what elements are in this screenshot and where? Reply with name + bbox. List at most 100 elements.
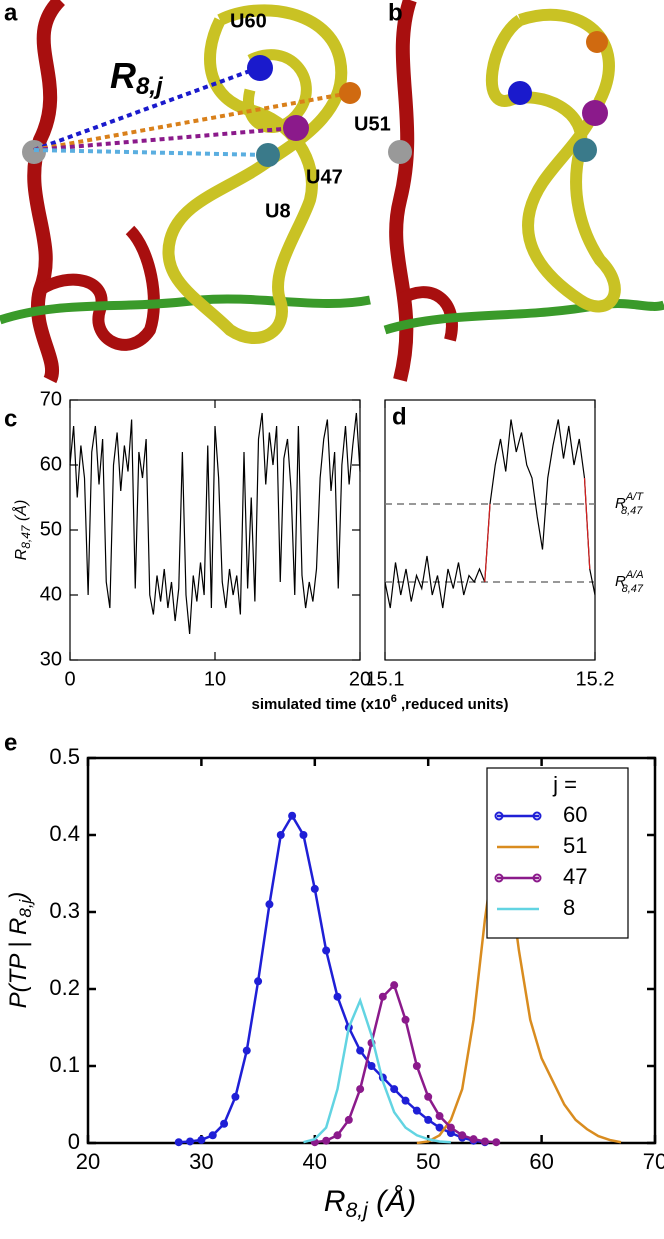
series-marker [333, 992, 342, 1001]
series-marker [174, 1138, 183, 1147]
series-marker [492, 1138, 501, 1147]
y-tick-label: 0.2 [49, 975, 80, 1000]
x-axis-label-part: 6 [391, 693, 397, 705]
x-axis-label-part: (Å) [368, 1185, 416, 1218]
y-tick-label: 60 [40, 453, 62, 475]
y-tick-label: 40 [40, 583, 62, 605]
series-line [178, 813, 486, 1144]
y-axis-label-part: P(TP | R [5, 918, 32, 1009]
y-axis-label-part: R [13, 548, 30, 560]
series-line [484, 477, 591, 583]
reference-label: RA/A 8,47 [615, 569, 644, 595]
series-marker [322, 946, 331, 955]
panel-label: b [388, 0, 403, 26]
series-marker [446, 1123, 455, 1132]
panel-label: e [4, 729, 17, 756]
x-tick-label: 30 [189, 1149, 213, 1174]
y-tick-label: 0 [68, 1129, 80, 1154]
series-line [384, 419, 596, 609]
series-marker [254, 977, 263, 986]
legend-box [486, 767, 629, 939]
series-marker [435, 1123, 444, 1132]
x-axis-label-part: ,reduced units) [397, 696, 509, 713]
plot-frame [86, 756, 657, 1145]
reference-superscript: A/T [625, 491, 644, 503]
y-axis-label-part: ) [5, 892, 32, 903]
legend-marker [532, 811, 542, 821]
series-marker [424, 1115, 433, 1124]
series-marker [322, 1136, 331, 1145]
series-marker [310, 884, 319, 893]
series-marker [344, 1115, 353, 1124]
x-tick-label: 60 [529, 1149, 553, 1174]
series-marker [412, 1106, 421, 1115]
residue-label: U8 [265, 200, 291, 222]
structure-b [383, 0, 664, 382]
series-marker [458, 1131, 467, 1140]
series-marker [231, 1092, 240, 1101]
series-marker [412, 1062, 421, 1070]
reference-label: RA/T 8,47 [615, 491, 644, 517]
x-tick-label: 40 [303, 1149, 327, 1174]
y-axis-label-part: 8,j [16, 898, 35, 917]
reference-subscript: 8,47 [621, 505, 643, 517]
reference-symbol: R [615, 573, 626, 590]
distance-symbol: R [110, 55, 136, 96]
x-tick-label: 20 [76, 1149, 100, 1174]
residue-label: U51 [354, 113, 391, 135]
panel-label: c [4, 405, 17, 432]
x-tick-label: 15.1 [366, 668, 405, 690]
series-marker [401, 1096, 410, 1105]
y-axis-label: R8,47 (Å) [11, 500, 33, 561]
y-axis-label: P(TP | R8,j) [5, 892, 35, 1009]
residue-label: U47 [306, 166, 343, 188]
legend-label: 60 [563, 802, 587, 827]
distance-subscript: 8,j [136, 73, 164, 100]
series-marker [186, 1137, 195, 1146]
x-axis-label: simulated time (x106 ,reduced units) [251, 693, 508, 713]
y-tick-label: 0.5 [49, 744, 80, 769]
y-tick-label: 0.4 [49, 821, 80, 846]
x-axis-label: R8,j (Å) [324, 1185, 416, 1222]
series-marker [333, 1131, 342, 1140]
series-line [303, 996, 451, 1144]
x-tick-label: 15.2 [576, 668, 615, 690]
y-tick-label: 0.3 [49, 898, 80, 923]
reference-superscript: A/A [625, 569, 644, 581]
series-marker [220, 1119, 229, 1128]
series-marker [299, 831, 308, 839]
y-tick-label: 70 [40, 388, 62, 410]
y-tick-label: 50 [40, 518, 62, 540]
x-tick-label: 20 [349, 668, 371, 690]
series-marker [208, 1131, 217, 1140]
x-axis-label-part: simulated time (x10 [251, 696, 390, 713]
series-marker [242, 1046, 251, 1055]
series-marker [480, 1137, 489, 1146]
legend-label: 47 [563, 864, 587, 889]
series-marker [378, 992, 387, 1001]
x-axis-label-part: 8,j [346, 1199, 370, 1222]
series-marker [390, 1085, 399, 1094]
series-marker [288, 811, 297, 820]
series-marker [401, 1015, 410, 1024]
panel-label: a [4, 0, 18, 26]
series-marker [276, 831, 285, 839]
series-marker [390, 981, 399, 990]
series-marker [424, 1092, 433, 1101]
series-marker [435, 1112, 444, 1121]
plot-frame [384, 399, 596, 661]
series-marker [356, 1046, 365, 1055]
y-tick-label: 0.1 [49, 1052, 80, 1077]
residue-label: U60 [230, 10, 267, 32]
series-marker [356, 1085, 365, 1094]
series-line [69, 412, 361, 635]
reference-subscript: 8,47 [622, 583, 644, 595]
legend-title: j = [552, 772, 577, 797]
x-axis-label-part: R [324, 1185, 346, 1218]
reference-symbol: R [615, 495, 626, 512]
distance-label: R8,j [110, 55, 164, 101]
y-axis-label-part: (Å) [11, 500, 30, 526]
legend-marker [532, 873, 542, 883]
x-tick-label: 70 [643, 1149, 664, 1174]
